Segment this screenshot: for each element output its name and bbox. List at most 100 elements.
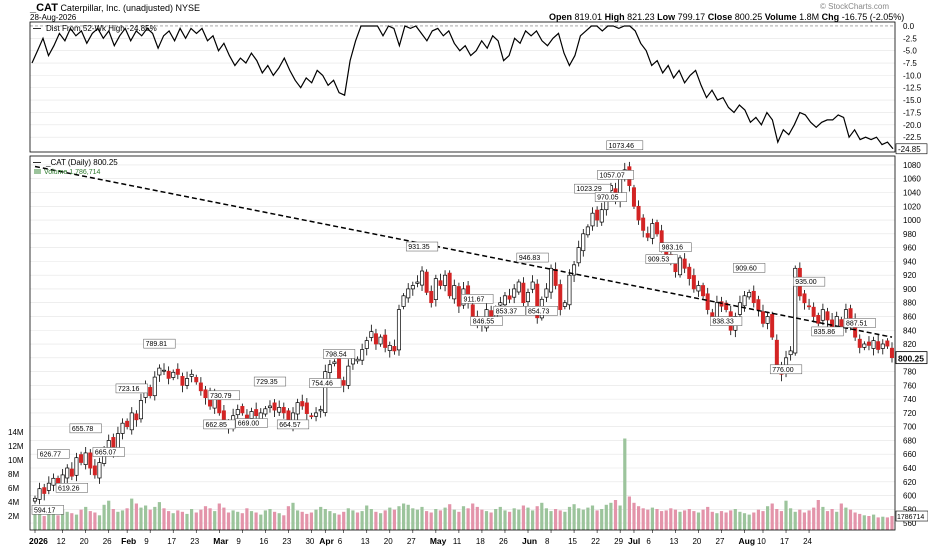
volume-bar (153, 506, 157, 530)
x-tick-label: Jul (628, 536, 640, 546)
candle-body (281, 407, 286, 414)
candle-body (576, 247, 581, 264)
candle-body (171, 371, 176, 378)
volume-bar (798, 509, 802, 530)
volume-bar (554, 509, 558, 530)
volume-bar (600, 509, 604, 530)
candle-body (37, 488, 42, 500)
price-y-tick-label: 940 (903, 257, 917, 266)
swing-high-label: 935.00 (795, 279, 817, 286)
volume-bar (494, 509, 498, 530)
x-tick-label: 27 (716, 537, 725, 546)
price-label-box (461, 294, 494, 304)
volume-bar (572, 504, 576, 530)
volume-bar (738, 511, 742, 530)
price-y-tick-label: 1060 (903, 175, 921, 184)
volume-bar (157, 502, 161, 530)
volume-bar (531, 510, 535, 530)
volume-bar (79, 509, 83, 530)
candle-body (742, 295, 747, 307)
candle-body (420, 270, 425, 286)
volume-label: Volume (764, 12, 797, 22)
x-tick-label: 17 (167, 537, 176, 546)
low-label: Low (657, 12, 676, 22)
volume-bar (595, 510, 599, 530)
volume-bar (171, 513, 175, 530)
volume-bar (807, 510, 811, 530)
x-tick-label: 20 (384, 537, 393, 546)
candle-body (240, 406, 245, 414)
x-tick-label: 22 (591, 537, 600, 546)
x-tick-label: 23 (190, 537, 199, 546)
price-label-box (55, 483, 88, 493)
price-y-tick-label: 1000 (903, 216, 921, 225)
price-y-tick-label: 600 (903, 492, 917, 501)
exchange: NYSE (175, 3, 201, 13)
price-label-box (69, 423, 102, 434)
company-name: Caterpillar, Inc. (unadjusted) (60, 3, 173, 13)
volume-bar (885, 517, 889, 530)
swing-low-label: 665.07 (95, 449, 117, 456)
x-tick-label: 13 (669, 537, 678, 546)
price-label-box (525, 306, 558, 316)
candle-body (452, 285, 457, 300)
volume-bar (231, 510, 235, 530)
volume-bar (669, 508, 673, 530)
volume-y-tick-label: 12M (8, 442, 24, 451)
x-tick-label: 16 (259, 537, 268, 546)
candle-body (392, 346, 397, 352)
volume-bar (770, 503, 774, 530)
top-y-tick-label: -5.0 (903, 47, 917, 56)
price-y-tick-label: 740 (903, 395, 917, 404)
volume-bar (323, 509, 327, 530)
candle-body (825, 311, 830, 321)
volume-bar (328, 511, 332, 530)
candle-body (631, 187, 636, 207)
distance-line (31, 25, 894, 150)
volume-bar (521, 505, 525, 530)
volume-bar (429, 512, 433, 530)
x-tick-label: 26 (499, 537, 508, 546)
volume-bar (383, 510, 387, 530)
candle-body (272, 402, 277, 411)
top-legend-title: Dist From 52-Wk High -24.85% (46, 24, 157, 33)
low-value: 799.17 (677, 12, 706, 22)
candle-body (88, 452, 93, 469)
volume-bar (185, 513, 189, 530)
price-y-tick-label: 580 (903, 505, 917, 514)
price-y-tick-label: 720 (903, 409, 917, 418)
volume-bar (249, 511, 254, 530)
volume-bar (623, 438, 627, 530)
candle-body (244, 414, 249, 419)
swing-high-label: 911.67 (464, 296, 485, 303)
panel-frames (29, 21, 896, 531)
x-tick-label: 27 (407, 537, 416, 546)
volume-bar (719, 511, 724, 530)
volume-bar (259, 514, 263, 530)
symbol: _CAT (30, 2, 58, 14)
candle-body (383, 334, 388, 348)
candle-body (424, 271, 429, 293)
volume-bar (535, 506, 539, 530)
candle-body (516, 281, 521, 293)
candle-body (323, 371, 328, 413)
candle-body (696, 285, 701, 292)
candle-body (599, 209, 604, 223)
candle-body (747, 292, 752, 298)
axes: 0.0 -2.5 -5.0 -7.5 -10.0 -12.5 -15.0 -17.5 -20.0… (8, 22, 928, 546)
last-price-box (895, 351, 928, 365)
volume-bar (632, 502, 636, 530)
candle-body (636, 205, 641, 221)
volume-bar (655, 509, 659, 530)
candle-body (221, 410, 226, 421)
candle-body (535, 283, 540, 319)
price-y-tick-label: 960 (903, 244, 917, 253)
candle-body (862, 343, 867, 348)
volume-bar (577, 508, 581, 530)
volume-y-tick-label: 10M (8, 456, 24, 465)
top-y-tick-label: -17.5 (903, 108, 922, 117)
volume-bar (388, 507, 392, 530)
candle-body (318, 409, 323, 412)
volume-bar (756, 509, 760, 530)
volume-bar (701, 509, 705, 530)
